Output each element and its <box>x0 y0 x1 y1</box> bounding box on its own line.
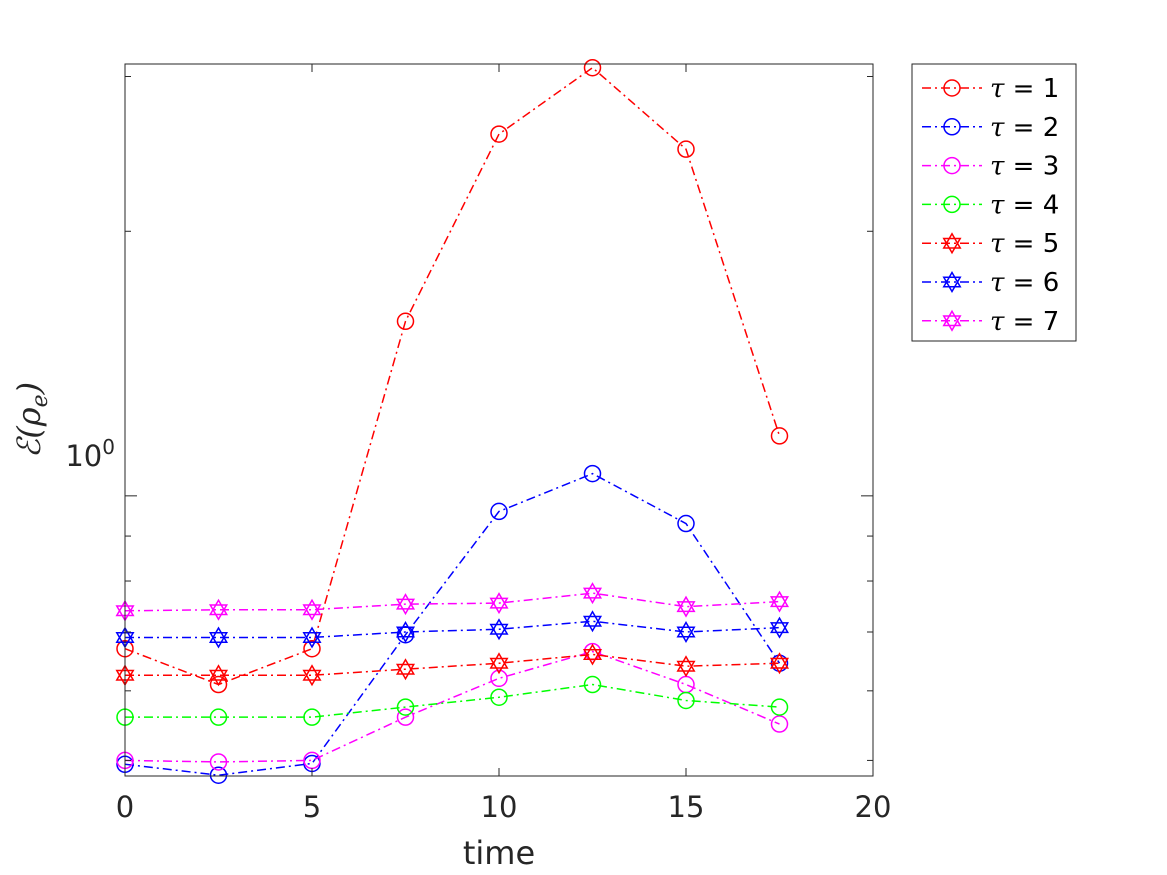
data-point <box>677 514 695 533</box>
legend-label: τ = 3 <box>990 152 1059 182</box>
series-line <box>124 66 781 686</box>
series-line <box>125 653 780 676</box>
legend-box <box>911 63 1077 342</box>
legend-marker <box>943 118 961 136</box>
legend: τ = 1 τ = 2 τ = 3 τ = 4 τ = 5 τ = 6 τ = 7 <box>911 63 1077 342</box>
data-point <box>395 658 416 681</box>
data-point <box>583 58 602 77</box>
data-point <box>582 582 603 605</box>
data-point <box>769 590 790 613</box>
data-point <box>209 753 228 771</box>
data-point <box>676 620 696 643</box>
data-point <box>769 616 790 639</box>
axes-box <box>124 63 874 777</box>
legend-marker <box>942 271 962 293</box>
data-point <box>490 125 508 143</box>
data-point <box>677 675 695 694</box>
data-point <box>396 312 415 331</box>
data-point <box>677 691 695 710</box>
data-point <box>770 427 789 445</box>
data-point <box>209 675 228 694</box>
x-tick-label: 0 <box>116 790 134 824</box>
series-line <box>124 592 780 612</box>
x-axis-label: time <box>463 834 535 872</box>
y-tick-label: 100 <box>65 435 115 473</box>
data-point <box>676 595 696 618</box>
data-point <box>490 502 508 521</box>
data-point <box>770 698 789 716</box>
data-point <box>208 598 229 621</box>
data-point <box>302 598 322 621</box>
legend-marker <box>943 156 961 175</box>
legend-entry: τ = 7 <box>922 307 1059 337</box>
x-tick-label: 5 <box>303 790 321 824</box>
series-6 <box>115 610 790 649</box>
data-point <box>490 688 508 706</box>
data-point <box>489 618 509 641</box>
data-point <box>209 766 228 784</box>
data-point <box>208 626 229 649</box>
data-point <box>769 652 790 675</box>
data-point <box>770 715 789 733</box>
series-7 <box>115 582 790 622</box>
data-point <box>489 652 509 675</box>
data-point <box>208 664 229 687</box>
series-line <box>125 620 780 639</box>
data-point <box>490 669 508 688</box>
x-tick-label: 20 <box>855 790 892 824</box>
data-point <box>395 620 416 643</box>
legend-marker <box>942 232 962 255</box>
data-point <box>209 708 228 726</box>
legend-marker <box>943 79 961 97</box>
data-point <box>396 698 415 716</box>
legend-label: τ = 5 <box>990 229 1059 259</box>
data-point <box>302 664 322 687</box>
legend-marker <box>943 195 961 214</box>
legend-label: τ = 2 <box>990 113 1059 143</box>
legend-entry: τ = 4 <box>922 190 1059 220</box>
data-point <box>583 675 602 694</box>
data-point <box>582 610 603 633</box>
data-point <box>676 655 696 678</box>
data-point <box>303 639 321 658</box>
data-point <box>489 592 509 615</box>
legend-label: τ = 6 <box>990 268 1059 298</box>
series-line <box>125 683 780 718</box>
data-point <box>395 593 416 616</box>
legend-entry: τ = 3 <box>922 152 1059 182</box>
series-3 <box>116 642 789 771</box>
legend-entry: τ = 2 <box>922 113 1059 143</box>
x-tick-label: 10 <box>481 790 518 824</box>
series-4 <box>116 675 789 726</box>
series-line <box>124 650 780 763</box>
data-point <box>303 708 321 726</box>
series-line <box>124 472 781 776</box>
data-point <box>396 708 415 726</box>
axis-ticks: 0 5 10 15 20 <box>116 64 892 824</box>
data-point <box>302 626 322 649</box>
legend-entry: τ = 5 <box>922 229 1059 259</box>
y-axis-label: ℰ(ρe) <box>10 382 53 458</box>
data-point <box>582 643 603 666</box>
legend-entry: τ = 6 <box>922 268 1059 298</box>
data-point <box>583 464 602 483</box>
plot-area <box>115 58 790 784</box>
legend-marker <box>942 309 962 332</box>
legend-label: τ = 1 <box>990 74 1059 104</box>
x-tick-label: 15 <box>668 790 705 824</box>
data-point <box>677 140 695 158</box>
legend-label: τ = 4 <box>990 190 1059 220</box>
series-5 <box>115 643 790 687</box>
legend-entry: τ = 1 <box>922 74 1059 104</box>
legend-label: τ = 7 <box>990 307 1059 337</box>
